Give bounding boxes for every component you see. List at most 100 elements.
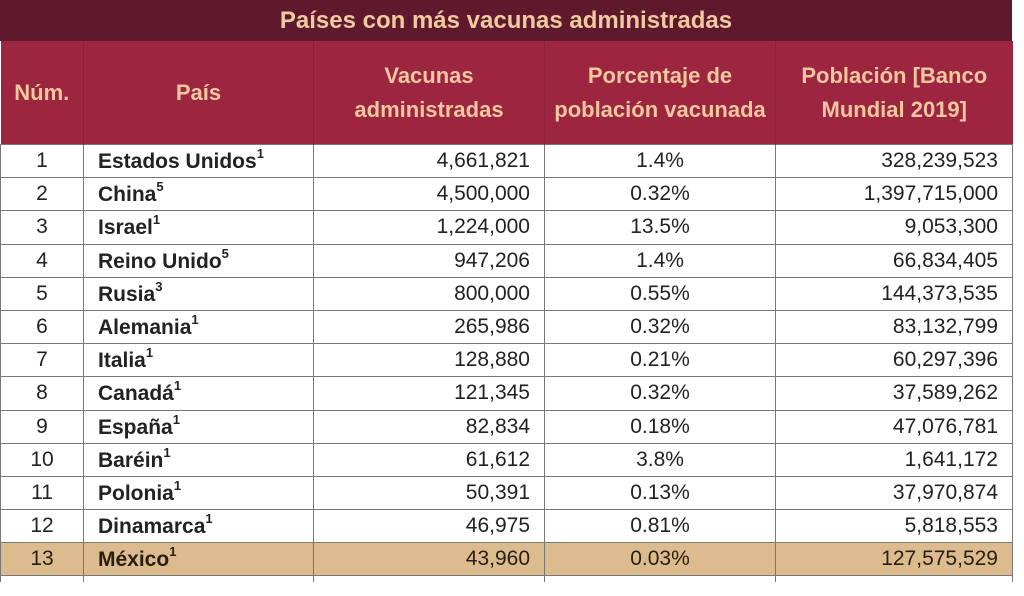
row-country: Italia1 bbox=[83, 343, 314, 378]
row-num: 11 bbox=[0, 475, 84, 511]
footnote-marker: 1 bbox=[163, 444, 171, 460]
table-row: 5 Rusia3 800,000 0.55% 144,373,535 bbox=[0, 276, 1013, 311]
row-population: 60,297,396 bbox=[775, 343, 1013, 378]
table-row: 10 Baréin1 61,612 3.8% 1,641,172 bbox=[0, 442, 1013, 477]
row-percent: 0.13% bbox=[544, 475, 776, 511]
row-vaccines: 947,206 bbox=[313, 243, 545, 278]
row-percent: 0.32% bbox=[544, 177, 776, 212]
table-row: 8 Canadá1 121,345 0.32% 37,589,262 bbox=[0, 376, 1013, 411]
header-row: Núm. País Vacunas administradas Porcenta… bbox=[0, 41, 1013, 145]
row-population: 83,132,799 bbox=[775, 309, 1013, 345]
row-country: Reino Unido5 bbox=[83, 243, 314, 278]
header-population: Población [Banco Mundial 2019] bbox=[775, 41, 1013, 145]
row-population: 47,076,781 bbox=[775, 409, 1013, 444]
table-row: 6 Alemania1 265,986 0.32% 83,132,799 bbox=[0, 309, 1013, 345]
row-num: 4 bbox=[0, 243, 84, 278]
table-row: 9 España1 82,834 0.18% 47,076,781 bbox=[0, 409, 1013, 444]
row-country: Estados Unidos1 bbox=[83, 143, 314, 179]
country-name: Italia bbox=[98, 349, 146, 373]
row-vaccines: 82,834 bbox=[313, 409, 545, 444]
row-num: 9 bbox=[0, 409, 84, 444]
row-population: 37,970,874 bbox=[775, 475, 1013, 511]
row-num: 3 bbox=[0, 210, 84, 245]
header-num: Núm. bbox=[0, 41, 84, 145]
row-percent: 0.21% bbox=[544, 343, 776, 378]
row-num: 1 bbox=[0, 143, 84, 179]
row-num: 7 bbox=[0, 343, 84, 378]
row-vaccines: 1,224,000 bbox=[313, 210, 545, 245]
table-row: 12 Dinamarca1 46,975 0.81% 5,818,553 bbox=[0, 509, 1013, 544]
country-name: México bbox=[98, 548, 170, 572]
row-percent: 0.81% bbox=[544, 509, 776, 544]
row-population: 144,373,535 bbox=[775, 276, 1013, 311]
row-population: 127,575,529 bbox=[775, 542, 1013, 577]
row-vaccines: 128,880 bbox=[313, 343, 545, 378]
country-name: Baréin bbox=[98, 448, 164, 472]
row-percent: 13.5% bbox=[544, 210, 776, 245]
table-row: 11 Polonia1 50,391 0.13% 37,970,874 bbox=[0, 475, 1013, 511]
row-num: 2 bbox=[0, 177, 84, 212]
row-population: 9,053,300 bbox=[775, 210, 1013, 245]
country-name: Dinamarca bbox=[98, 515, 206, 539]
country-name: España bbox=[98, 415, 173, 439]
country-name: Rusia bbox=[98, 282, 156, 306]
row-percent: 0.32% bbox=[544, 376, 776, 411]
row-country: Israel1 bbox=[83, 210, 314, 245]
row-percent: 0.18% bbox=[544, 409, 776, 444]
row-country: México1 bbox=[83, 542, 314, 577]
row-vaccines: 121,345 bbox=[313, 376, 545, 411]
row-population: 66,834,405 bbox=[775, 243, 1013, 278]
row-country: Dinamarca1 bbox=[83, 509, 314, 544]
row-percent: 0.03% bbox=[544, 542, 776, 577]
row-population: 1,397,715,000 bbox=[775, 177, 1013, 212]
table-title: Países con más vacunas administradas bbox=[0, 0, 1012, 41]
row-vaccines: 4,500,000 bbox=[313, 177, 545, 212]
row-country: Alemania1 bbox=[83, 309, 314, 345]
footnote-marker: 1 bbox=[173, 477, 182, 493]
row-population: 5,818,553 bbox=[775, 509, 1013, 544]
row-vaccines: 50,391 bbox=[313, 475, 545, 511]
country-name: Israel bbox=[98, 216, 153, 240]
header-vaccines: Vacunas administradas bbox=[313, 41, 545, 145]
footnote-marker: 3 bbox=[155, 278, 163, 294]
country-name: Reino Unido bbox=[98, 249, 222, 273]
footnote-marker: 1 bbox=[152, 212, 161, 228]
vaccine-table: Núm. País Vacunas administradas Porcenta… bbox=[0, 41, 1013, 582]
row-country: China5 bbox=[83, 177, 314, 212]
row-vaccines: 800,000 bbox=[313, 276, 545, 311]
table-row: 7 Italia1 128,880 0.21% 60,297,396 bbox=[0, 343, 1013, 378]
row-num: 8 bbox=[0, 376, 84, 411]
footnote-marker: 1 bbox=[169, 544, 177, 560]
table-row: 1 Estados Unidos1 4,661,821 1.4% 328,239,523 bbox=[0, 143, 1013, 179]
row-vaccines: 61,612 bbox=[313, 442, 545, 477]
row-num: 13 bbox=[0, 542, 84, 577]
row-population: 328,239,523 bbox=[775, 143, 1013, 179]
row-vaccines: 46,975 bbox=[313, 509, 545, 544]
table-row: 13 México1 43,960 0.03% 127,575,529 bbox=[0, 542, 1013, 577]
country-name: Estados Unidos bbox=[98, 150, 257, 174]
table-row: 4 Reino Unido5 947,206 1.4% 66,834,405 bbox=[0, 243, 1013, 278]
footnote-marker: 1 bbox=[191, 312, 199, 328]
footnote-marker: 5 bbox=[156, 179, 164, 195]
footnote-marker: 1 bbox=[145, 345, 154, 361]
row-percent: 3.8% bbox=[544, 442, 776, 477]
row-num: 5 bbox=[0, 276, 84, 311]
row-vaccines: 265,986 bbox=[313, 309, 545, 345]
header-country: País bbox=[83, 41, 314, 145]
row-percent: 0.32% bbox=[544, 309, 776, 345]
row-country: Baréin1 bbox=[83, 442, 314, 477]
vaccine-table-container: Países con más vacunas administradas Núm… bbox=[0, 0, 1013, 582]
table-row: 2 China5 4,500,000 0.32% 1,397,715,000 bbox=[0, 177, 1013, 212]
row-country: Canadá1 bbox=[83, 376, 314, 411]
row-percent: 0.55% bbox=[544, 276, 776, 311]
country-name: Polonia bbox=[98, 481, 174, 505]
table-row: 3 Israel1 1,224,000 13.5% 9,053,300 bbox=[0, 210, 1013, 245]
row-percent: 1.4% bbox=[544, 143, 776, 179]
row-country: Polonia1 bbox=[83, 475, 314, 511]
header-percent: Porcentaje de población vacunada bbox=[544, 41, 776, 145]
country-name: Canadá bbox=[98, 382, 174, 406]
row-population: 37,589,262 bbox=[775, 376, 1013, 411]
row-population: 1,641,172 bbox=[775, 442, 1013, 477]
footnote-marker: 1 bbox=[173, 378, 182, 394]
row-country: Rusia3 bbox=[83, 276, 314, 311]
